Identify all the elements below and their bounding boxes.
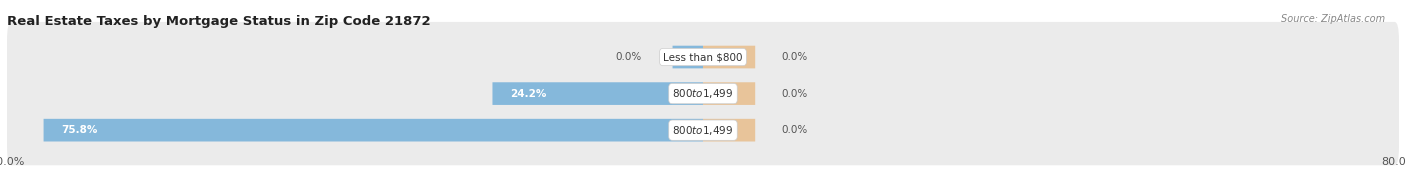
Text: 75.8%: 75.8% [60,125,97,135]
Text: 0.0%: 0.0% [782,89,807,99]
Text: Less than $800: Less than $800 [664,52,742,62]
Text: Real Estate Taxes by Mortgage Status in Zip Code 21872: Real Estate Taxes by Mortgage Status in … [7,15,430,28]
FancyBboxPatch shape [492,82,703,105]
Text: 0.0%: 0.0% [616,52,643,62]
FancyBboxPatch shape [7,95,1399,165]
Text: Source: ZipAtlas.com: Source: ZipAtlas.com [1281,14,1385,24]
Text: $800 to $1,499: $800 to $1,499 [672,87,734,100]
FancyBboxPatch shape [7,58,1399,129]
FancyBboxPatch shape [7,22,1399,92]
Text: 0.0%: 0.0% [782,125,807,135]
FancyBboxPatch shape [703,82,755,105]
FancyBboxPatch shape [703,119,755,142]
FancyBboxPatch shape [703,46,755,68]
Text: 0.0%: 0.0% [782,52,807,62]
Text: 24.2%: 24.2% [510,89,547,99]
FancyBboxPatch shape [44,119,703,142]
Text: $800 to $1,499: $800 to $1,499 [672,124,734,137]
FancyBboxPatch shape [672,46,703,68]
